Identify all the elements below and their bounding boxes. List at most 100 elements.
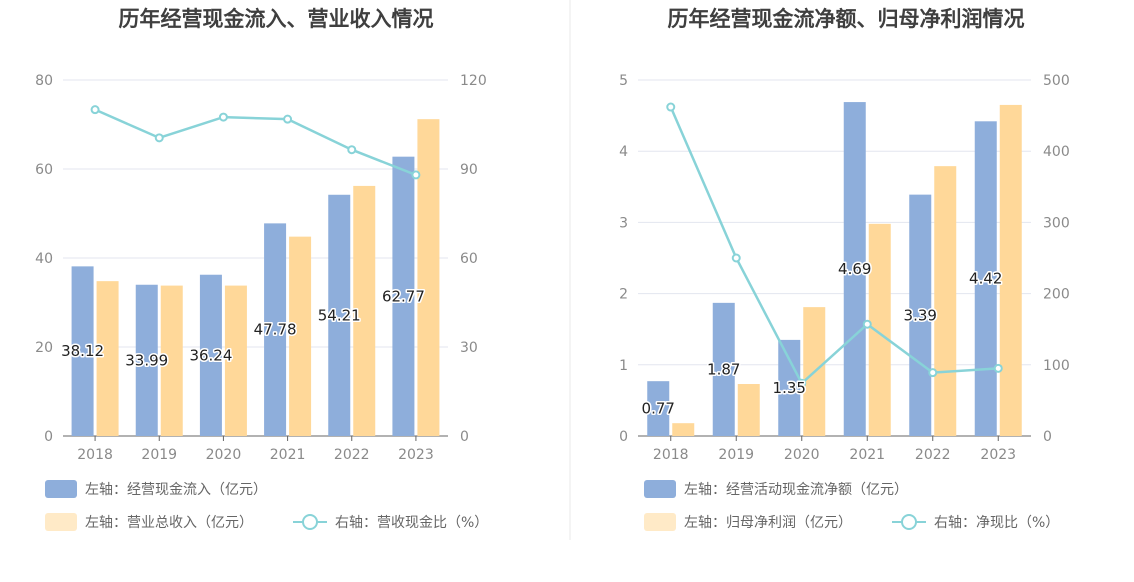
- bar-secondary: [737, 384, 760, 436]
- line-point: [218, 112, 228, 122]
- right-axis-tick-label: 120: [460, 73, 487, 89]
- bar-primary: [843, 102, 866, 437]
- right-axis-tick-label: 200: [1043, 287, 1070, 303]
- right-axis-tick-label: 100: [1043, 358, 1070, 374]
- chart-legend: 左轴：经营活动现金流净额（亿元） 左轴：归母净利润（亿元） 右轴：净现比（%）: [644, 480, 1059, 531]
- x-axis-tick-label: 2021: [270, 447, 306, 463]
- bar-secondary: [672, 423, 695, 436]
- bar-secondary: [934, 166, 957, 437]
- bar-secondary: [417, 119, 440, 436]
- legend-swatch-line-marker[interactable]: [302, 514, 318, 530]
- x-axis-tick-label: 2023: [398, 447, 434, 463]
- legend-label[interactable]: 左轴：经营现金流入（亿元）: [85, 482, 267, 498]
- legend-label[interactable]: 右轴：净现比（%）: [934, 515, 1059, 531]
- left-axis-tick-label: 80: [35, 73, 53, 89]
- x-axis-tick-label: 2018: [653, 447, 689, 463]
- left-axis-tick-label: 0: [44, 429, 53, 445]
- chart-title: 历年经营现金流净额、归母净利润情况: [668, 7, 1025, 31]
- chart-legend: 左轴：经营现金流入（亿元） 左轴：营业总收入（亿元） 右轴：营收现金比（%）: [45, 480, 488, 531]
- chart-title: 历年经营现金流入、营业收入情况: [119, 7, 434, 31]
- bar-data-label: 54.21: [318, 306, 361, 324]
- x-axis-tick-label: 2021: [849, 447, 885, 463]
- bar-secondary: [160, 285, 183, 436]
- bar-secondary: [868, 223, 891, 436]
- chart-panel-1: 历年经营现金流入、营业收入情况 0 20 40 60 80 0 30 60 90 120 2018 20…: [35, 7, 488, 531]
- line-point: [283, 114, 293, 124]
- bar-secondary: [96, 281, 119, 436]
- legend-swatch-bar-secondary[interactable]: [45, 513, 77, 531]
- right-axis-tick-label: 300: [1043, 215, 1070, 231]
- bar-data-label: 1.87: [707, 360, 740, 378]
- right-axis-tick-label: 60: [460, 251, 478, 267]
- x-axis-tick-label: 2018: [77, 447, 113, 463]
- line-point: [928, 368, 938, 378]
- left-axis-tick-label: 1: [619, 358, 628, 374]
- line-point: [347, 145, 357, 155]
- legend-swatch-bar-primary[interactable]: [45, 480, 77, 498]
- line-point: [411, 170, 421, 180]
- bar-primary: [71, 266, 94, 436]
- bar-secondary: [353, 185, 376, 436]
- x-axis-tick-label: 2022: [334, 447, 370, 463]
- left-axis-tick-label: 5: [619, 73, 628, 89]
- x-axis-tick-label: 2019: [718, 447, 754, 463]
- line-point: [666, 102, 676, 112]
- bar-primary: [778, 339, 801, 436]
- left-axis-tick-label: 4: [619, 144, 628, 160]
- bar-primary: [974, 121, 997, 437]
- right-axis-tick-label: 400: [1043, 144, 1070, 160]
- legend-swatch-line-marker[interactable]: [901, 514, 917, 530]
- legend-swatch-bar-secondary[interactable]: [644, 513, 676, 531]
- right-axis-tick-label: 500: [1043, 73, 1070, 89]
- legend-label[interactable]: 左轴：经营活动现金流净额（亿元）: [684, 482, 908, 498]
- bar-secondary: [289, 236, 312, 436]
- bar-primary: [328, 194, 351, 436]
- x-axis-tick-label: 2019: [141, 447, 177, 463]
- legend-label[interactable]: 左轴：归母净利润（亿元）: [684, 514, 852, 531]
- bar-data-label: 47.78: [254, 321, 297, 339]
- x-axis-tick-label: 2022: [915, 447, 951, 463]
- left-axis-tick-label: 0: [619, 429, 628, 445]
- left-axis-tick-label: 20: [35, 340, 53, 356]
- left-axis-tick-label: 40: [35, 251, 53, 267]
- bar-secondary: [224, 285, 247, 436]
- line-point: [862, 319, 872, 329]
- left-axis-tick-label: 3: [619, 215, 628, 231]
- x-axis-tick-label: 2023: [980, 447, 1016, 463]
- bar-primary: [909, 194, 932, 436]
- right-axis-tick-label: 30: [460, 340, 478, 356]
- bar-data-label: 4.42: [969, 270, 1002, 288]
- legend-label[interactable]: 左轴：营业总收入（亿元）: [85, 515, 253, 531]
- bar-data-label: 0.77: [642, 400, 675, 418]
- line-series: [94, 108, 417, 177]
- bar-primary: [199, 274, 222, 436]
- legend-label[interactable]: 右轴：营收现金比（%）: [335, 515, 488, 531]
- right-axis-tick-label: 0: [460, 429, 469, 445]
- line-point: [993, 363, 1003, 373]
- bar-primary: [647, 381, 670, 436]
- bar-data-label: 1.35: [773, 379, 806, 397]
- x-axis-tick-label: 2020: [784, 447, 820, 463]
- x-axis-tick-label: 2020: [206, 447, 242, 463]
- bar-primary: [135, 284, 158, 436]
- chart-panel-2: 历年经营现金流净额、归母净利润情况 0 1 2 3 4 5 0 100 200 300 400 500 2…: [619, 7, 1070, 531]
- legend-swatch-bar-primary[interactable]: [644, 480, 676, 498]
- bar-primary: [264, 223, 287, 436]
- line-point: [731, 253, 741, 263]
- bar-secondary: [999, 104, 1022, 437]
- bar-primary: [392, 156, 415, 436]
- left-axis-tick-label: 60: [35, 162, 53, 178]
- line-point: [154, 133, 164, 143]
- right-axis-tick-label: 90: [460, 162, 478, 178]
- bar-data-label: 3.39: [904, 306, 937, 324]
- bar-data-label: 62.77: [382, 287, 425, 305]
- right-axis-tick-label: 0: [1043, 429, 1052, 445]
- bar-primary: [712, 302, 735, 436]
- line-point: [90, 105, 100, 115]
- line-series: [669, 106, 999, 386]
- bar-data-label: 36.24: [189, 346, 232, 364]
- bar-data-label: 4.69: [838, 260, 871, 278]
- bar-data-label: 33.99: [125, 351, 168, 369]
